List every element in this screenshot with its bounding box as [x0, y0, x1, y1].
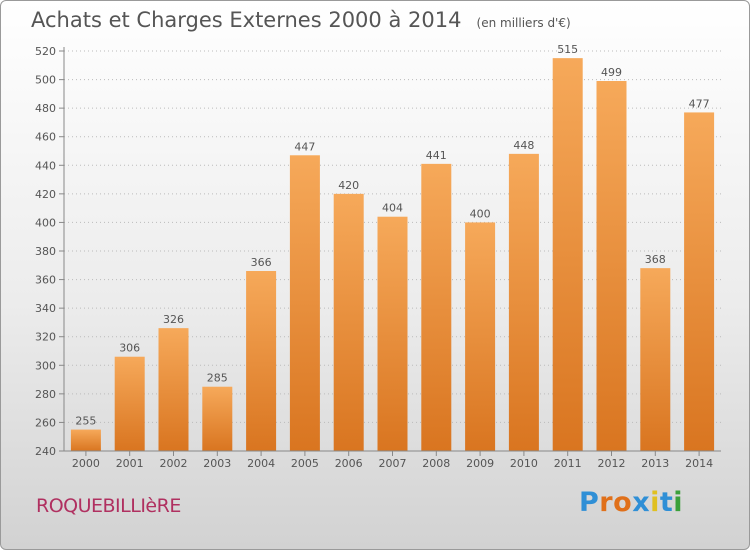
logo-letter: r — [599, 487, 614, 518]
y-tick-label: 320 — [35, 331, 56, 344]
x-tick-label: 2014 — [685, 457, 713, 470]
value-label: 515 — [557, 43, 578, 56]
y-tick-label: 500 — [35, 74, 56, 87]
y-tick-label: 360 — [35, 274, 56, 287]
y-tick-label: 300 — [35, 359, 56, 372]
bar-2012 — [596, 81, 627, 451]
value-label: 477 — [689, 97, 710, 110]
value-label: 285 — [207, 372, 228, 385]
bar-2000 — [70, 429, 101, 451]
bar-2002 — [158, 328, 189, 451]
x-tick-labels: 2000 2001 2002 2003 2004 2005 2006 2007 2008 2009… — [72, 451, 713, 470]
logo-letter: i — [650, 487, 660, 518]
x-tick-label: 2010 — [510, 457, 538, 470]
bar-2010 — [508, 153, 539, 451]
value-label: 366 — [251, 256, 272, 269]
bar-2013 — [640, 268, 671, 451]
value-label: 448 — [513, 139, 534, 152]
value-labels: 255 306 326 285 366 447 420 404 441 400 448 515 499 3… — [75, 43, 709, 427]
logo-letter: P — [579, 487, 600, 518]
y-tick-label: 380 — [35, 245, 56, 258]
chart-unit: (en milliers d'€) — [476, 16, 571, 30]
x-tick-label: 2003 — [203, 457, 231, 470]
y-tick-label: 520 — [35, 45, 56, 58]
bar-2008 — [421, 163, 452, 451]
y-tick-label: 260 — [35, 416, 56, 429]
value-label: 326 — [163, 313, 184, 326]
value-label: 441 — [426, 149, 447, 162]
x-tick-label: 2006 — [335, 457, 363, 470]
x-tick-label: 2011 — [554, 457, 582, 470]
x-tick-label: 2001 — [116, 457, 144, 470]
value-label: 255 — [75, 415, 96, 428]
x-tick-label: 2012 — [598, 457, 626, 470]
x-tick-label: 2002 — [160, 457, 188, 470]
value-label: 400 — [470, 207, 491, 220]
bar-2006 — [333, 193, 364, 451]
y-tick-label: 420 — [35, 188, 56, 201]
bar-2003 — [202, 386, 233, 451]
town-name: ROQUEBILLIèRE — [36, 495, 181, 517]
x-tick-label: 2009 — [466, 457, 494, 470]
bar-2011 — [552, 58, 583, 452]
logo-letter: o — [613, 487, 633, 518]
bar-2014 — [684, 112, 715, 451]
value-label: 404 — [382, 202, 403, 215]
bar-2005 — [289, 155, 320, 452]
bars — [70, 58, 715, 452]
y-tick-label: 340 — [35, 302, 56, 315]
logo-letter: i — [673, 487, 684, 518]
x-tick-label: 2005 — [291, 457, 319, 470]
value-label: 306 — [119, 342, 140, 355]
x-tick-label: 2007 — [379, 457, 407, 470]
y-tick-labels: 240 260 280 300 320 340 360 380 400 420 440 460 480 5… — [35, 45, 56, 458]
bar-2009 — [465, 222, 496, 451]
bar-2007 — [377, 216, 408, 451]
logo-letter: t — [659, 487, 674, 518]
y-tick-label: 400 — [35, 216, 56, 229]
chart-title: Achats et Charges Externes 2000 à 2014 — [31, 8, 462, 32]
value-label: 499 — [601, 66, 622, 79]
title-row: Achats et Charges Externes 2000 à 2014 (… — [31, 8, 571, 32]
x-tick-label: 2004 — [247, 457, 275, 470]
proxiti-logo: Proxiti — [579, 487, 683, 518]
bar-2004 — [246, 271, 277, 451]
logo-letter: x — [632, 487, 651, 518]
y-tick-label: 480 — [35, 102, 56, 115]
y-tick-label: 440 — [35, 159, 56, 172]
y-tick-label: 460 — [35, 131, 56, 144]
value-label: 447 — [294, 140, 315, 153]
bar-2001 — [114, 356, 145, 451]
y-tick-label: 280 — [35, 388, 56, 401]
value-label: 420 — [338, 179, 359, 192]
value-label: 368 — [645, 253, 666, 266]
x-tick-label: 2008 — [422, 457, 450, 470]
y-tick-label: 240 — [35, 445, 56, 458]
x-tick-label: 2013 — [641, 457, 669, 470]
x-tick-label: 2000 — [72, 457, 100, 470]
